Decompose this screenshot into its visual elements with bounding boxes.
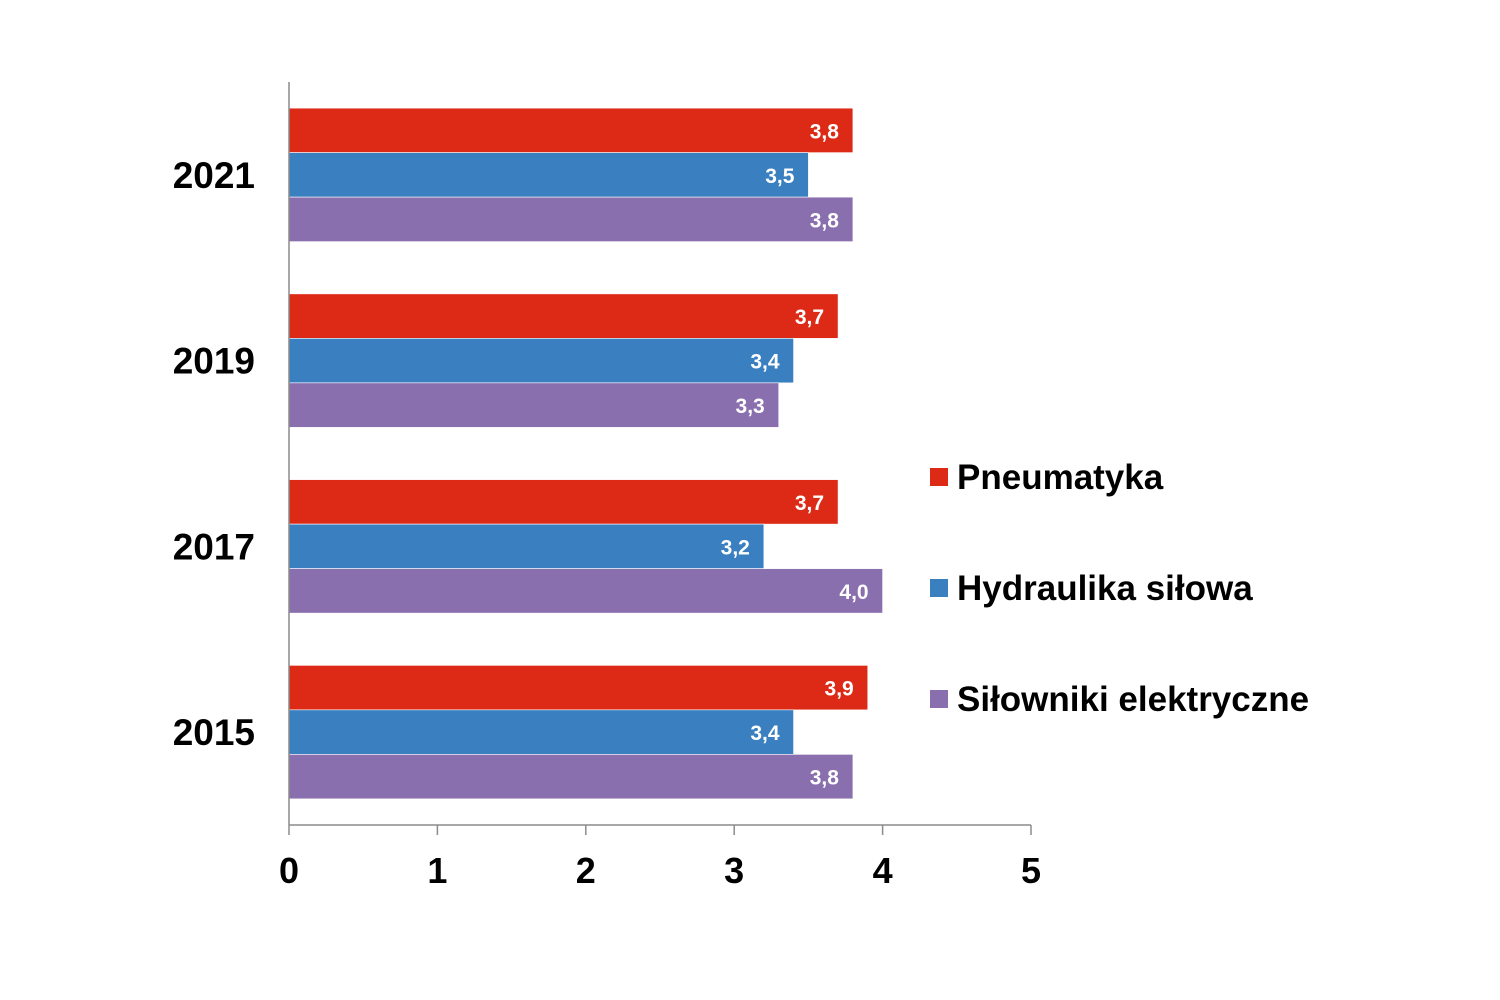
bar-2019-series-1 — [288, 338, 794, 384]
legend-swatch-0 — [930, 468, 948, 486]
bar-2021-series-1 — [288, 152, 809, 198]
data-label-2019-series-2: 3,3 — [736, 395, 765, 418]
category-label-2019: 2019 — [173, 341, 255, 382]
bar-2015-series-1 — [288, 709, 794, 755]
labels-layer: 2021 3,8 3,5 3,8 2019 3,7 3,4 3,3 2017 3,7 3,2 4,0 2… — [173, 120, 869, 789]
data-label-2017-series-1: 3,2 — [721, 536, 750, 559]
bar-2019-series-0 — [288, 293, 839, 339]
bar-2017-series-2 — [288, 568, 883, 614]
bar-2015-series-0 — [288, 665, 869, 711]
bars-layer — [288, 107, 883, 800]
x-tick-label-4: 4 — [873, 850, 893, 891]
x-tick-label-2: 2 — [576, 850, 596, 891]
x-tick-label-3: 3 — [724, 850, 744, 891]
legend-label-0: Pneumatyka — [957, 458, 1164, 497]
data-label-2015-series-0: 3,9 — [825, 678, 854, 701]
category-label-2021: 2021 — [173, 155, 255, 196]
bar-2021-series-2 — [288, 196, 854, 242]
x-tick-label-0: 0 — [279, 850, 299, 891]
data-label-2019-series-1: 3,4 — [750, 351, 780, 374]
x-tick-label-5: 5 — [1021, 850, 1041, 891]
data-label-2021-series-2: 3,8 — [810, 209, 840, 232]
category-label-2015: 2015 — [173, 712, 255, 753]
data-label-2017-series-0: 3,7 — [795, 492, 824, 515]
bar-2021-series-0 — [288, 107, 854, 153]
bar-2019-series-2 — [288, 382, 780, 428]
legend-label-2: Siłowniki elektryczne — [957, 680, 1309, 719]
data-label-2021-series-0: 3,8 — [810, 120, 840, 143]
axes-layer: 0 1 2 3 4 5 — [279, 82, 1041, 891]
bar-2015-series-2 — [288, 754, 854, 800]
data-label-2015-series-1: 3,4 — [750, 722, 780, 745]
legend-label-1: Hydraulika siłowa — [957, 569, 1253, 608]
legend-swatch-2 — [930, 690, 948, 708]
data-label-2021-series-1: 3,5 — [765, 165, 795, 188]
data-label-2015-series-2: 3,8 — [810, 767, 840, 790]
x-tick-label-1: 1 — [427, 850, 447, 891]
bar-2017-series-0 — [288, 479, 839, 525]
category-label-2017: 2017 — [173, 526, 255, 567]
bar-2017-series-1 — [288, 523, 765, 569]
data-label-2019-series-0: 3,7 — [795, 306, 824, 329]
legend: Pneumatyka Hydraulika siłowa Siłowniki ele… — [930, 458, 1309, 719]
legend-swatch-1 — [930, 579, 948, 597]
data-label-2017-series-2: 4,0 — [839, 581, 868, 604]
